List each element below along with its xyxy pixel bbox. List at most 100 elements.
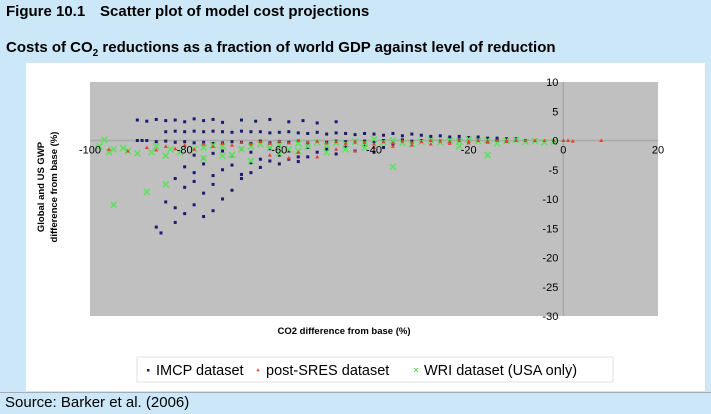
imcp-point — [192, 129, 196, 133]
imcp-point — [164, 139, 168, 143]
imcp-point — [173, 177, 177, 181]
legend: IMCP dataset post-SRES dataset WRI dataset… — [136, 356, 614, 383]
imcp-point — [268, 147, 272, 151]
post-sres-point — [409, 143, 414, 147]
imcp-point — [211, 174, 215, 178]
post-sres-point — [438, 139, 443, 143]
imcp-point — [221, 130, 225, 134]
wri-point-stroke — [228, 151, 236, 159]
imcp-point — [258, 165, 262, 169]
imcp-point — [173, 118, 177, 122]
imcp-point — [154, 117, 158, 121]
imcp-point — [277, 153, 281, 157]
imcp-point — [296, 160, 300, 164]
imcp-point — [221, 120, 225, 124]
wri-point — [133, 149, 141, 157]
imcp-point — [211, 129, 215, 133]
post-sres-point — [409, 140, 414, 144]
wri-point — [285, 145, 293, 153]
imcp-point — [363, 131, 367, 135]
wri-point — [176, 148, 184, 156]
post-sres-point — [267, 141, 272, 145]
imcp-point — [192, 117, 196, 121]
post-sres-point — [125, 149, 130, 153]
wri-point-stroke — [110, 201, 118, 209]
wri-point — [323, 148, 331, 156]
y-tick-label: -5 — [549, 165, 559, 177]
imcp-point — [202, 130, 206, 134]
imcp-point — [202, 215, 206, 219]
imcp-point — [254, 119, 258, 123]
wri-point-stroke — [218, 152, 227, 160]
wri-point — [389, 163, 397, 171]
imcp-point — [173, 129, 177, 133]
wri-marker-stroke — [413, 367, 419, 373]
y-tick-label: 0 — [552, 136, 558, 148]
wri-point — [95, 142, 104, 150]
wri-point — [143, 188, 151, 196]
imcp-point — [306, 146, 310, 150]
x-axis-label: CO2 difference from base (%) — [277, 326, 410, 337]
subtitle-subscript: 2 — [92, 48, 99, 59]
post-sres-point — [106, 147, 111, 151]
wri-point-stroke — [162, 152, 170, 160]
imcp-point — [211, 141, 215, 145]
wri-point-stroke — [484, 151, 492, 159]
imcp-point — [154, 140, 158, 144]
imcp-point — [211, 151, 215, 155]
figure-number: Figure 10.1 — [6, 3, 86, 20]
imcp-point — [448, 135, 452, 139]
imcp-point — [363, 143, 367, 147]
imcp-point — [258, 130, 262, 134]
imcp-point — [249, 161, 253, 165]
wri-point — [218, 152, 227, 160]
imcp-point — [173, 206, 177, 210]
imcp-point — [173, 220, 177, 224]
imcp-point — [192, 179, 196, 183]
post-sres-point — [315, 154, 320, 159]
legend-label: WRI dataset (USA only) — [424, 363, 577, 379]
wri-point-stroke — [152, 142, 160, 150]
imcp-point — [495, 136, 499, 140]
post-sres-point — [182, 143, 187, 147]
wri-point — [342, 145, 350, 153]
imcp-point — [154, 225, 158, 229]
legend-marker-imcp — [147, 369, 150, 372]
x-tick-label: -20 — [461, 145, 477, 157]
wri-point — [256, 140, 264, 148]
post-sres-point — [514, 138, 518, 142]
imcp-point — [306, 131, 310, 135]
wri-point-stroke — [247, 157, 255, 165]
imcp-point — [296, 155, 300, 159]
y-tick-label: -20 — [542, 253, 558, 265]
imcp-point — [325, 147, 329, 151]
legend-marker-wri — [413, 367, 419, 373]
wri-point — [323, 141, 331, 149]
wri-point — [105, 148, 113, 156]
wri-point-stroke — [95, 142, 104, 150]
y-tick-label: 5 — [552, 106, 558, 118]
wri-point-stroke — [200, 143, 208, 152]
post-sres-point — [551, 138, 556, 142]
post-sres-point — [428, 138, 433, 142]
post-sres-point — [305, 140, 310, 144]
imcp-point — [183, 140, 187, 144]
y-tick-label: -15 — [542, 223, 558, 235]
imcp-point — [334, 120, 338, 124]
imcp-point — [192, 141, 196, 145]
post-sres-point — [277, 139, 282, 143]
wri-point — [228, 151, 236, 159]
post-sres-point — [334, 139, 339, 144]
post-sres-point — [495, 138, 500, 142]
imcp-point — [239, 129, 243, 133]
wri-point-stroke — [275, 141, 283, 149]
wri-point — [455, 142, 463, 150]
wri-point — [119, 144, 127, 152]
imcp-point — [183, 185, 187, 189]
imcp-point — [221, 197, 225, 201]
post-sres-point — [353, 149, 358, 153]
post-sres-point — [599, 138, 604, 142]
imcp-point — [391, 131, 395, 135]
wri-point — [266, 143, 274, 152]
legend-label: IMCP dataset — [156, 363, 244, 379]
